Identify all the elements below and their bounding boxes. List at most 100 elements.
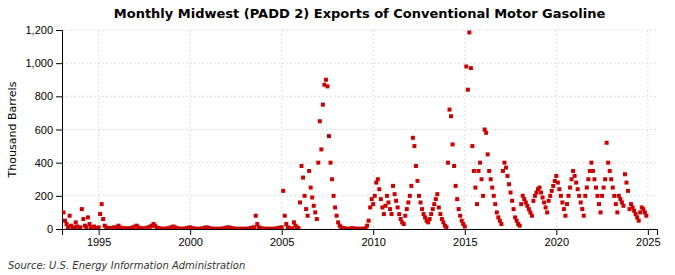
point	[504, 166, 508, 170]
point	[547, 199, 551, 203]
point	[333, 205, 337, 209]
point	[385, 194, 389, 198]
tick: 1995	[87, 229, 111, 248]
tick: 1,000	[25, 57, 62, 69]
point	[563, 214, 567, 218]
point	[519, 202, 523, 206]
tick-label: 2015	[453, 236, 477, 248]
point	[571, 169, 575, 173]
tick-label: 200	[35, 190, 53, 202]
tick-mark	[56, 229, 62, 230]
point	[499, 222, 503, 226]
point	[490, 186, 494, 190]
point	[624, 181, 628, 185]
tick-mark	[56, 63, 62, 64]
tick: 2010	[361, 229, 385, 248]
point	[444, 225, 448, 229]
point	[487, 169, 491, 173]
tick-label: 2000	[178, 236, 202, 248]
point	[446, 161, 450, 165]
point	[432, 202, 436, 206]
y-axis-title: Thousand Barrels	[6, 81, 19, 178]
point	[609, 177, 613, 181]
plot-area: 1995200020052010201520202025020040060080…	[25, 24, 660, 248]
point	[591, 169, 595, 173]
point	[550, 189, 554, 193]
tick-label: 2020	[545, 236, 569, 248]
point	[402, 222, 406, 226]
point	[304, 207, 308, 211]
point	[559, 194, 563, 198]
point	[596, 194, 600, 198]
point	[472, 169, 476, 173]
grid-line-y	[62, 30, 657, 31]
point	[98, 212, 102, 216]
point	[86, 215, 90, 219]
point	[531, 199, 535, 203]
point	[409, 184, 413, 188]
point	[556, 181, 560, 185]
grid-line-y	[62, 129, 657, 130]
point	[428, 217, 432, 221]
tick-label: 600	[35, 124, 53, 136]
tick-label: 2025	[636, 236, 660, 248]
point	[495, 210, 499, 214]
point	[307, 169, 311, 173]
point	[592, 177, 596, 181]
point	[469, 66, 473, 70]
point	[586, 177, 590, 181]
tick-label: 0	[47, 223, 53, 235]
tick: 1,200	[25, 24, 62, 36]
point	[606, 161, 610, 165]
point	[512, 207, 516, 211]
point	[411, 136, 415, 140]
tick: 2005	[270, 229, 294, 248]
point	[574, 181, 578, 185]
point	[551, 184, 555, 188]
point	[582, 214, 586, 218]
tick: 200	[35, 190, 62, 202]
tick-mark	[282, 229, 283, 235]
point	[365, 224, 369, 228]
point	[396, 205, 400, 209]
point	[316, 161, 320, 165]
tick-mark	[556, 229, 557, 235]
point	[280, 225, 284, 229]
point	[100, 202, 104, 206]
grid-line-y	[62, 63, 657, 64]
point	[327, 134, 331, 138]
point	[580, 207, 584, 211]
point	[576, 187, 580, 191]
point	[318, 119, 322, 123]
tick-mark	[56, 30, 62, 31]
point	[377, 187, 381, 191]
point	[313, 210, 317, 214]
tick: 2020	[545, 229, 569, 248]
point	[480, 177, 484, 181]
point	[568, 186, 572, 190]
point	[394, 199, 398, 203]
point	[477, 169, 481, 173]
point	[621, 204, 625, 208]
point	[603, 177, 607, 181]
point	[301, 176, 305, 180]
point	[583, 194, 587, 198]
tick-label: 800	[35, 90, 53, 102]
source-note: Source: U.S. Energy Information Administ…	[8, 260, 245, 271]
point	[493, 202, 497, 206]
x-axis: 1995 2000 2005 2010 2015 2020 2025	[63, 229, 661, 248]
point	[437, 205, 441, 209]
point	[611, 186, 615, 190]
tick: 2025	[636, 229, 660, 248]
title: Monthly Midwest (PADD 2) Exports of Conv…	[114, 6, 606, 21]
point	[637, 219, 641, 223]
point	[283, 214, 287, 218]
point	[397, 212, 401, 216]
point	[315, 217, 319, 221]
tick: 600	[35, 124, 62, 136]
tick-mark	[190, 229, 191, 235]
point	[475, 202, 479, 206]
point	[373, 194, 377, 198]
point	[605, 141, 609, 145]
point	[332, 194, 336, 198]
